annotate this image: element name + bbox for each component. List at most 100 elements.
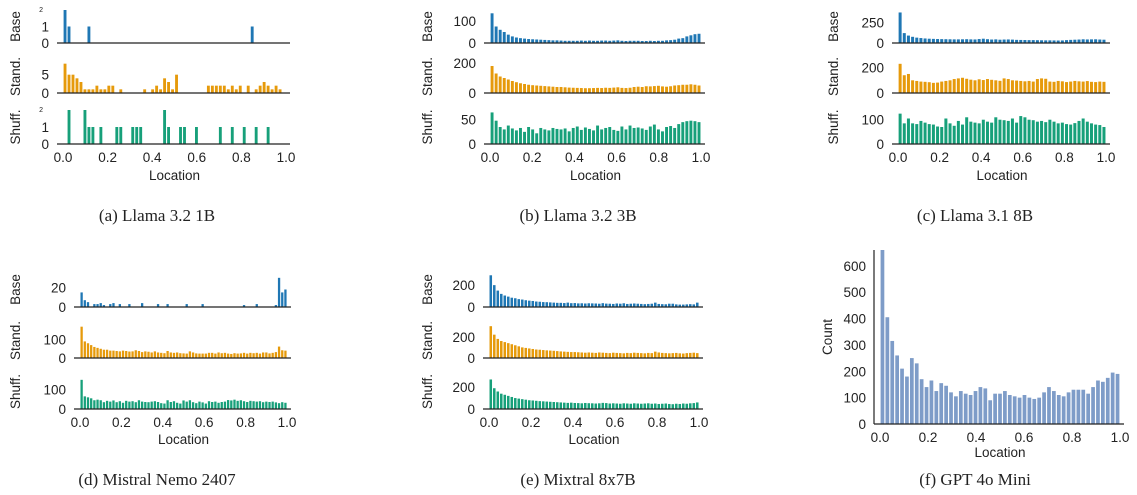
x-tick-label: 0.4 (972, 150, 991, 165)
bar (566, 351, 570, 358)
bar (169, 402, 172, 409)
bar (262, 82, 266, 93)
bar (107, 85, 111, 93)
bar (506, 125, 510, 144)
bar (172, 352, 176, 358)
bar (258, 85, 262, 93)
caption: (b) Llama 3.2 3B (519, 206, 636, 225)
bar (559, 87, 563, 93)
bar (584, 402, 587, 409)
y-tick-label: 200 (861, 61, 884, 76)
bar (885, 317, 890, 424)
bar (1023, 40, 1027, 43)
bar (217, 352, 220, 358)
bar (998, 80, 1002, 93)
bar (144, 402, 147, 409)
y-tick-label: 2 (39, 7, 43, 14)
bar (542, 350, 545, 358)
bar (1019, 80, 1023, 93)
bar (490, 66, 494, 93)
bar (682, 403, 685, 409)
bar (510, 297, 514, 307)
bar (1094, 39, 1098, 43)
bar (128, 304, 131, 307)
x-tick-label: 0.0 (889, 150, 908, 165)
bar (166, 304, 169, 307)
bar (496, 338, 500, 358)
bar (919, 38, 923, 43)
x-tick-label: 1.0 (278, 415, 297, 430)
bar (204, 403, 207, 409)
bar (255, 304, 258, 307)
bar (262, 352, 265, 358)
bar (619, 303, 622, 307)
bar (594, 303, 598, 307)
bar (1081, 39, 1085, 43)
x-tick-label: 1.0 (692, 150, 711, 165)
bar (171, 89, 174, 93)
panel-standard: 0 200 (861, 61, 1110, 101)
x-axis-label: Location (149, 168, 200, 183)
bar (96, 347, 99, 358)
bar (591, 403, 594, 409)
bar (902, 33, 906, 43)
bar (103, 89, 107, 93)
bar (493, 388, 496, 409)
bar (587, 128, 591, 144)
bar (1085, 39, 1089, 43)
bar (978, 387, 983, 424)
bar (242, 401, 246, 409)
bar (685, 353, 689, 358)
bar (895, 355, 899, 424)
bar (166, 400, 169, 409)
bar (944, 39, 948, 43)
bar (1085, 81, 1089, 93)
y-tick-label: 1 (41, 120, 49, 135)
bar (563, 303, 566, 307)
bar (661, 352, 664, 358)
x-tick-label: 1.0 (690, 415, 709, 430)
bar (669, 40, 673, 43)
bar (923, 122, 927, 144)
bar (906, 118, 910, 144)
y-tick-label: 0 (876, 86, 884, 101)
caption: (a) Llama 3.2 1B (99, 206, 215, 225)
bar (1081, 389, 1086, 424)
bar (179, 403, 182, 409)
bar (657, 403, 661, 409)
bar (929, 380, 934, 424)
bar (990, 122, 994, 144)
bar (160, 403, 163, 409)
bar (1098, 125, 1102, 144)
bar (596, 40, 600, 43)
bar (591, 303, 594, 307)
bar (79, 82, 83, 93)
bar (99, 303, 102, 307)
bar (636, 303, 640, 307)
bar (83, 396, 86, 409)
bar (223, 401, 227, 409)
bar (643, 304, 647, 307)
bar (598, 352, 601, 358)
bar (552, 302, 556, 308)
bar (608, 303, 612, 307)
bar (575, 40, 579, 43)
bar (682, 304, 685, 307)
y-tick-label: 0 (858, 417, 866, 432)
bar (587, 352, 591, 358)
bar (527, 127, 531, 144)
bar (274, 402, 278, 409)
bar (218, 85, 222, 93)
bar (592, 130, 595, 144)
bar (931, 82, 935, 93)
bar (963, 393, 968, 424)
x-tick-label: 0.6 (187, 150, 206, 165)
bar (594, 352, 598, 358)
bar (1073, 39, 1077, 43)
x-axis-label: Location (158, 432, 209, 447)
bar (150, 352, 153, 358)
bar (563, 40, 567, 43)
bar (262, 402, 265, 409)
x-tick-label: 1.0 (1111, 430, 1130, 445)
